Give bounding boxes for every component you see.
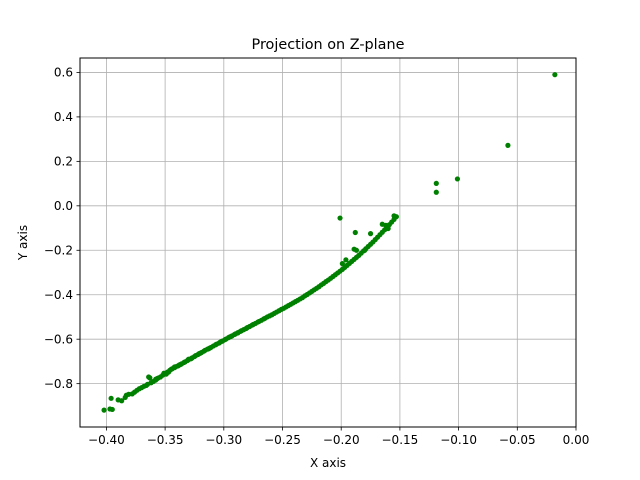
data-point [153,376,159,382]
data-point [227,334,233,340]
data-point [101,407,107,413]
x-tick-label: −0.10 [440,433,477,447]
data-point [205,346,212,352]
x-tick-label: −0.40 [88,433,125,447]
x-tick-label: −0.15 [382,433,419,447]
data-point [433,180,439,186]
data-point [235,330,241,336]
grid [80,58,577,427]
y-tick-label: −0.2 [44,244,73,258]
data-point [454,176,461,182]
data-point [177,361,183,368]
data-point [196,351,202,357]
data-point [367,231,374,237]
data-point [433,189,439,195]
data-point [379,221,385,227]
y-tick-label: 0.2 [54,155,73,169]
data-points [101,72,558,413]
data-point [109,406,115,413]
data-point [185,356,192,362]
data-point [166,369,172,375]
x-tick-label: −0.35 [147,433,184,447]
y-tick-label: −0.8 [44,377,73,391]
data-point [147,375,153,381]
data-point [119,398,125,404]
y-tick-label: 0.0 [54,199,73,213]
x-tick-label: −0.25 [264,433,301,447]
x-axis-ticks: −0.40 −0.35 −0.30 −0.25 −0.20 −0.15 −0.10 −0.05… [88,427,589,447]
chart-title: Projection on Z-plane [252,37,405,53]
data-point [352,229,358,236]
y-axis-label: Y axis [16,225,30,261]
y-tick-label: 0.4 [54,110,73,124]
data-point [351,246,357,252]
y-tick-label: 0.6 [54,66,73,80]
y-axis-ticks: −0.8 −0.6 −0.4 −0.2 0.0 0.2 0.4 0.6 [44,66,80,391]
data-point [505,142,511,148]
y-tick-label: −0.6 [44,332,73,346]
x-tick-label: −0.30 [205,433,242,447]
data-point [218,338,225,345]
data-point [108,395,114,401]
x-tick-label: −0.05 [499,433,536,447]
plot-frame [79,57,577,428]
data-point [339,261,345,267]
x-tick-label: 0.00 [563,433,590,447]
data-point [337,215,343,221]
data-point [391,213,397,219]
data-point [171,364,178,370]
y-tick-label: −0.4 [44,288,73,302]
data-point [343,257,349,263]
data-point [552,72,558,78]
x-axis-label: X axis [310,456,346,470]
x-tick-label: −0.20 [323,433,360,447]
data-point [362,247,368,253]
